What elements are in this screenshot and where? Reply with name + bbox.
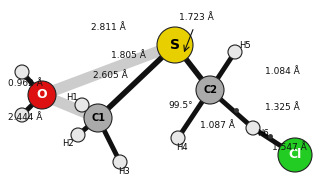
Circle shape (171, 131, 185, 145)
Text: 2.444 Å: 2.444 Å (8, 114, 42, 122)
Circle shape (15, 65, 29, 79)
Text: O: O (37, 88, 47, 101)
Text: H2: H2 (62, 139, 74, 147)
Circle shape (75, 98, 89, 112)
Text: 0.962 Å: 0.962 Å (8, 80, 43, 88)
Text: 2.605 Å: 2.605 Å (93, 70, 127, 80)
Circle shape (278, 138, 312, 172)
Text: 1.547 Å: 1.547 Å (272, 143, 307, 153)
Text: H4: H4 (176, 143, 188, 153)
Circle shape (15, 108, 29, 122)
Text: 99.5°: 99.5° (168, 101, 193, 109)
Text: H6: H6 (257, 129, 269, 138)
Circle shape (113, 155, 127, 169)
Text: 1.084 Å: 1.084 Å (265, 67, 300, 77)
Text: 1.805 Å: 1.805 Å (111, 50, 145, 60)
Circle shape (28, 81, 56, 109)
Text: H1: H1 (66, 92, 78, 101)
Circle shape (196, 76, 224, 104)
Text: 1.723 Å: 1.723 Å (179, 13, 213, 22)
Circle shape (84, 104, 112, 132)
Text: 1.325 Å: 1.325 Å (265, 104, 300, 112)
Text: C2: C2 (203, 85, 217, 95)
Text: H5: H5 (239, 42, 251, 50)
Text: Cl: Cl (288, 149, 302, 161)
Circle shape (246, 121, 260, 135)
Text: H3: H3 (118, 167, 130, 177)
Circle shape (157, 27, 193, 63)
Text: 2.811 Å: 2.811 Å (91, 23, 125, 33)
Circle shape (228, 45, 242, 59)
Circle shape (71, 128, 85, 142)
Text: S: S (170, 38, 180, 52)
Text: C1: C1 (91, 113, 105, 123)
Text: 1.087 Å: 1.087 Å (200, 121, 235, 129)
